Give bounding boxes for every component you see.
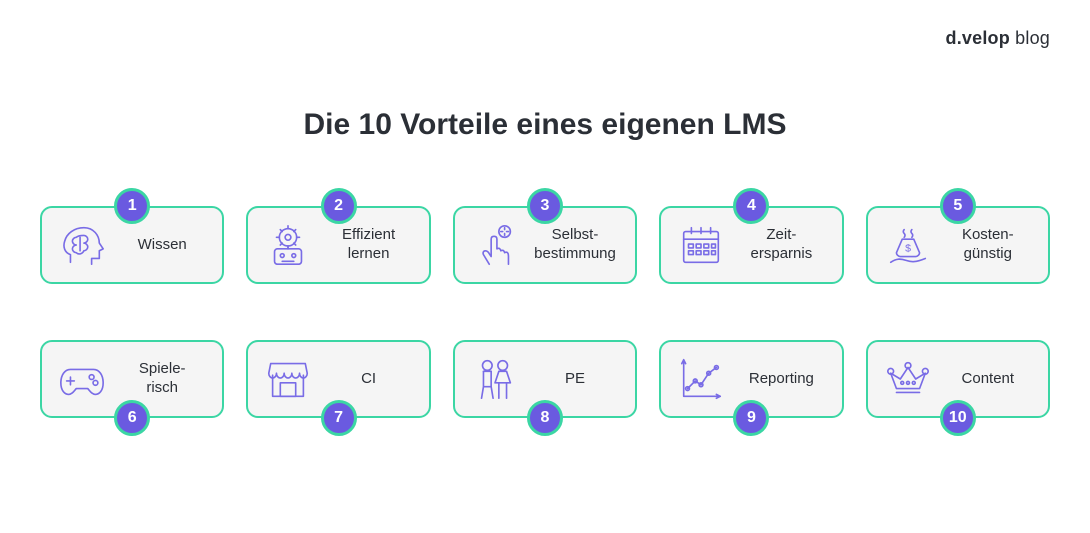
- page-title: Die 10 Vorteile eines eigenen LMS: [0, 108, 1090, 142]
- card-label: Effizientlernen: [314, 226, 418, 264]
- card-label: Selbst-bestimmung: [521, 226, 625, 264]
- badge-number: 9: [733, 400, 769, 436]
- card-label: Reporting: [727, 370, 831, 389]
- brain-head-icon: [56, 219, 108, 271]
- badge-number: 7: [321, 400, 357, 436]
- benefit-card-10: 10Content: [866, 340, 1050, 418]
- card-label: Content: [934, 370, 1038, 389]
- badge-number: 2: [321, 188, 357, 224]
- chart-line-icon: [675, 353, 727, 405]
- badge-number: 4: [733, 188, 769, 224]
- badge-number: 5: [940, 188, 976, 224]
- hand-tap-icon: [469, 219, 521, 271]
- card-label: CI: [314, 370, 418, 389]
- gear-robot-icon: [262, 219, 314, 271]
- card-label: Spiele-risch: [108, 360, 212, 398]
- money-hand-icon: [882, 219, 934, 271]
- brand-light: blog: [1010, 28, 1050, 48]
- benefit-card-8: 8PE: [453, 340, 637, 418]
- benefit-card-2: 2Effizientlernen: [246, 206, 430, 284]
- benefit-card-4: 4Zeit-ersparnis: [659, 206, 843, 284]
- badge-number: 10: [940, 400, 976, 436]
- gamepad-icon: [56, 353, 108, 405]
- brand-bold: d.velop: [946, 28, 1010, 48]
- badge-number: 8: [527, 400, 563, 436]
- benefit-card-6: 6Spiele-risch: [40, 340, 224, 418]
- brand-logo: d.velop blog: [946, 28, 1050, 49]
- cards-grid: 1Wissen 2Effizientlernen 3Selbst-bestimmun…: [40, 206, 1050, 418]
- benefit-card-1: 1Wissen: [40, 206, 224, 284]
- card-label: PE: [521, 370, 625, 389]
- badge-number: 6: [114, 400, 150, 436]
- calendar-icon: [675, 219, 727, 271]
- badge-number: 1: [114, 188, 150, 224]
- crown-icon: [882, 353, 934, 405]
- card-label: Wissen: [108, 236, 212, 255]
- benefit-card-3: 3Selbst-bestimmung: [453, 206, 637, 284]
- benefit-card-5: 5Kosten-günstig: [866, 206, 1050, 284]
- benefit-card-7: 7CI: [246, 340, 430, 418]
- badge-number: 3: [527, 188, 563, 224]
- card-label: Zeit-ersparnis: [727, 226, 831, 264]
- benefit-card-9: 9Reporting: [659, 340, 843, 418]
- people-icon: [469, 353, 521, 405]
- storefront-icon: [262, 353, 314, 405]
- card-label: Kosten-günstig: [934, 226, 1038, 264]
